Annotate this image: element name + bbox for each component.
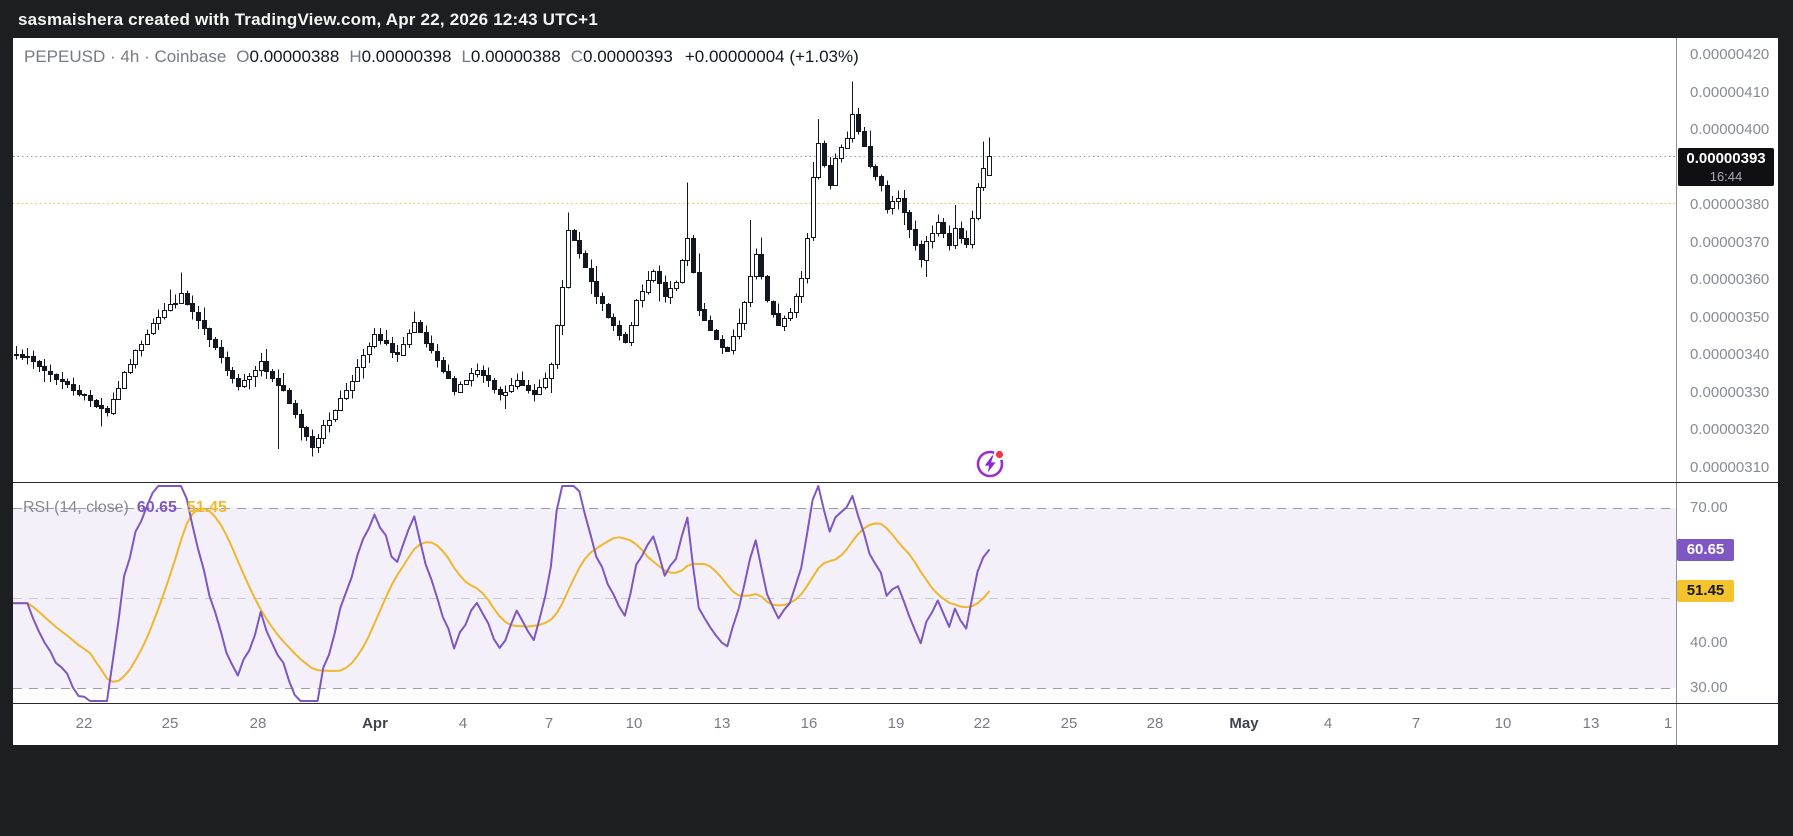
- time-axis-label: 22: [973, 715, 991, 732]
- rsi-title: RSI (14, close): [23, 499, 129, 516]
- footer-bar: TradingView: [0, 745, 1793, 836]
- chart-widget: [13, 38, 1778, 745]
- rsi-ma-value: 51.45: [186, 499, 227, 516]
- bar-countdown: 16:44: [1709, 169, 1743, 185]
- candle-wicks: [16, 81, 990, 457]
- rsi-value: 60.65: [136, 499, 177, 516]
- rsi-axis-label: 40.00: [1690, 634, 1728, 651]
- change-value: +0.00000004 (+1.03%): [684, 47, 859, 66]
- price-axis-label: 0.00000360: [1690, 271, 1770, 288]
- time-axis-label: 13: [713, 715, 731, 732]
- price-axis-label: 0.00000320: [1690, 421, 1770, 438]
- rsi-axis-label: 30.00: [1690, 679, 1728, 696]
- time-axis-label: 10: [625, 715, 643, 732]
- top-attribution-bar: sasmaishera created with TradingView.com…: [0, 0, 1793, 38]
- exchange-label: Coinbase: [154, 47, 227, 66]
- interval-label: 4h: [120, 47, 140, 66]
- time-axis-border: [13, 703, 1778, 704]
- price-axis-label: 0.00000410: [1690, 83, 1770, 101]
- time-axis-label: 25: [161, 715, 179, 732]
- time-axis-label: 25: [1060, 715, 1078, 732]
- rsi-line: [13, 485, 990, 702]
- price-axis-label: 0.00000400: [1690, 121, 1770, 138]
- ohlc-values: O0.00000388 H0.00000398 L0.00000388 C0.0000…: [236, 47, 683, 66]
- ohlc-item: O0.00000388: [236, 47, 340, 66]
- time-axis-label: 28: [1146, 715, 1164, 732]
- rsi-value-badge: 51.45: [1677, 580, 1734, 603]
- time-axis-label: 28: [249, 715, 267, 732]
- axis-corner: [1677, 704, 1778, 745]
- time-axis-label: 16: [800, 715, 818, 732]
- time-axis-label: Apr: [362, 715, 388, 732]
- time-axis[interactable]: 22 25 28 Apr 4 7 10 13 16 19 22 25 28 May 4 7 10 13 1: [13, 703, 1676, 745]
- time-axis-label: 4: [458, 715, 468, 732]
- ohlc-item: L0.00000388: [461, 47, 561, 66]
- rsi-pane-canvas[interactable]: [13, 483, 1676, 703]
- pane-divider[interactable]: [13, 482, 1778, 483]
- price-axis-label: 0.00000330: [1690, 383, 1770, 401]
- price-axis-label: 0.00000340: [1690, 346, 1770, 363]
- down-candles: [20, 114, 969, 448]
- rsi-value-badge: 60.65: [1677, 539, 1734, 562]
- rsi-axis-label: 70.00: [1690, 499, 1728, 516]
- refresh-data-icon[interactable]: [974, 446, 1008, 480]
- time-axis-label: 13: [1582, 715, 1600, 732]
- price-axis-label: 0.00000370: [1690, 233, 1770, 251]
- time-axis-label: May: [1229, 715, 1259, 732]
- time-axis-label: 10: [1494, 715, 1512, 732]
- price-pane-canvas[interactable]: [13, 38, 1676, 483]
- time-axis-label: 7: [1411, 715, 1421, 732]
- attribution-text: sasmaishera created with TradingView.com…: [18, 10, 598, 29]
- rsi-legend[interactable]: RSI (14, close) 60.65 51.45: [23, 498, 227, 518]
- up-candles: [14, 114, 992, 448]
- time-axis-label: 1: [1663, 715, 1673, 732]
- time-axis-label: 4: [1323, 715, 1333, 732]
- price-scale-separator: [1676, 38, 1677, 745]
- price-axis-label: 0.00000350: [1690, 308, 1770, 326]
- rsi-ma-line: [13, 507, 990, 683]
- last-price-badge: 0.00000393 16:44: [1678, 148, 1774, 187]
- ohlc-item: H0.00000398: [349, 47, 452, 66]
- time-axis-label: 19: [887, 715, 905, 732]
- chart-legend[interactable]: PEPEUSD · 4h · Coinbase O0.00000388 H0.000…: [24, 38, 859, 76]
- price-axis-label: 0.00000420: [1690, 46, 1770, 63]
- symbol-title: PEPEUSD · 4h · Coinbase: [24, 47, 227, 66]
- time-axis-label: 7: [544, 715, 554, 732]
- last-price-value: 0.00000393: [1686, 150, 1766, 168]
- ohlc-item: C0.00000393: [570, 47, 673, 66]
- price-axis-label: 0.00000380: [1690, 196, 1770, 213]
- time-axis-label: 22: [75, 715, 93, 732]
- price-axis-label: 0.00000310: [1690, 458, 1770, 476]
